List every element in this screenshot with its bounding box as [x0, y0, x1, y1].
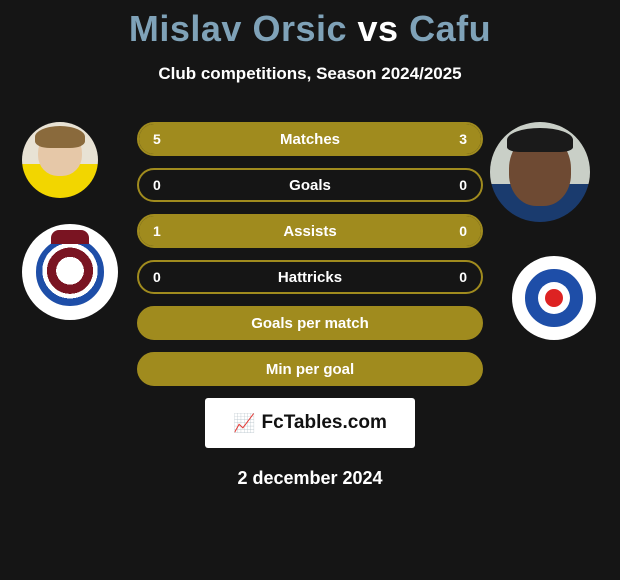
stat-label: Min per goal [266, 361, 354, 378]
stat-bars: 5 3 Matches 0 0 Goals 1 0 Assists 0 0 Hattricks Goal… [137, 122, 483, 386]
player2-avatar [490, 122, 590, 222]
player1-avatar [22, 122, 98, 198]
subtitle: Club competitions, Season 2024/2025 [0, 64, 620, 84]
stat-row: 5 3 Matches [137, 122, 483, 156]
player1-club-badge [22, 224, 118, 320]
player2-club-badge [512, 256, 596, 340]
chart-icon: 📈 [233, 413, 255, 434]
snapshot-date: 2 december 2024 [0, 468, 620, 489]
brand-logo: 📈 FcTables.com [205, 398, 415, 448]
stat-row: Goals per match [137, 306, 483, 340]
stat-value-right: 0 [459, 223, 467, 239]
stat-value-right: 0 [459, 177, 467, 193]
stat-value-left: 5 [153, 131, 161, 147]
stat-label: Goals per match [251, 315, 369, 332]
title-vs: vs [358, 8, 399, 49]
stat-label: Goals [289, 177, 331, 194]
stat-value-right: 3 [459, 131, 467, 147]
stat-row: Min per goal [137, 352, 483, 386]
stat-row: 1 0 Assists [137, 214, 483, 248]
stat-row: 0 0 Hattricks [137, 260, 483, 294]
stat-row: 0 0 Goals [137, 168, 483, 202]
stat-value-right: 0 [459, 269, 467, 285]
stat-label: Matches [280, 131, 340, 148]
stat-label: Hattricks [278, 269, 342, 286]
comparison-body: 5 3 Matches 0 0 Goals 1 0 Assists 0 0 Hattricks Goal… [0, 122, 620, 386]
stat-value-left: 0 [153, 269, 161, 285]
stat-label: Assists [283, 223, 336, 240]
brand-text: FcTables.com [262, 412, 387, 434]
stat-value-left: 1 [153, 223, 161, 239]
player2-name: Cafu [409, 8, 491, 49]
comparison-title: Mislav Orsic vs Cafu [0, 0, 620, 50]
player1-name: Mislav Orsic [129, 8, 347, 49]
stat-value-left: 0 [153, 177, 161, 193]
